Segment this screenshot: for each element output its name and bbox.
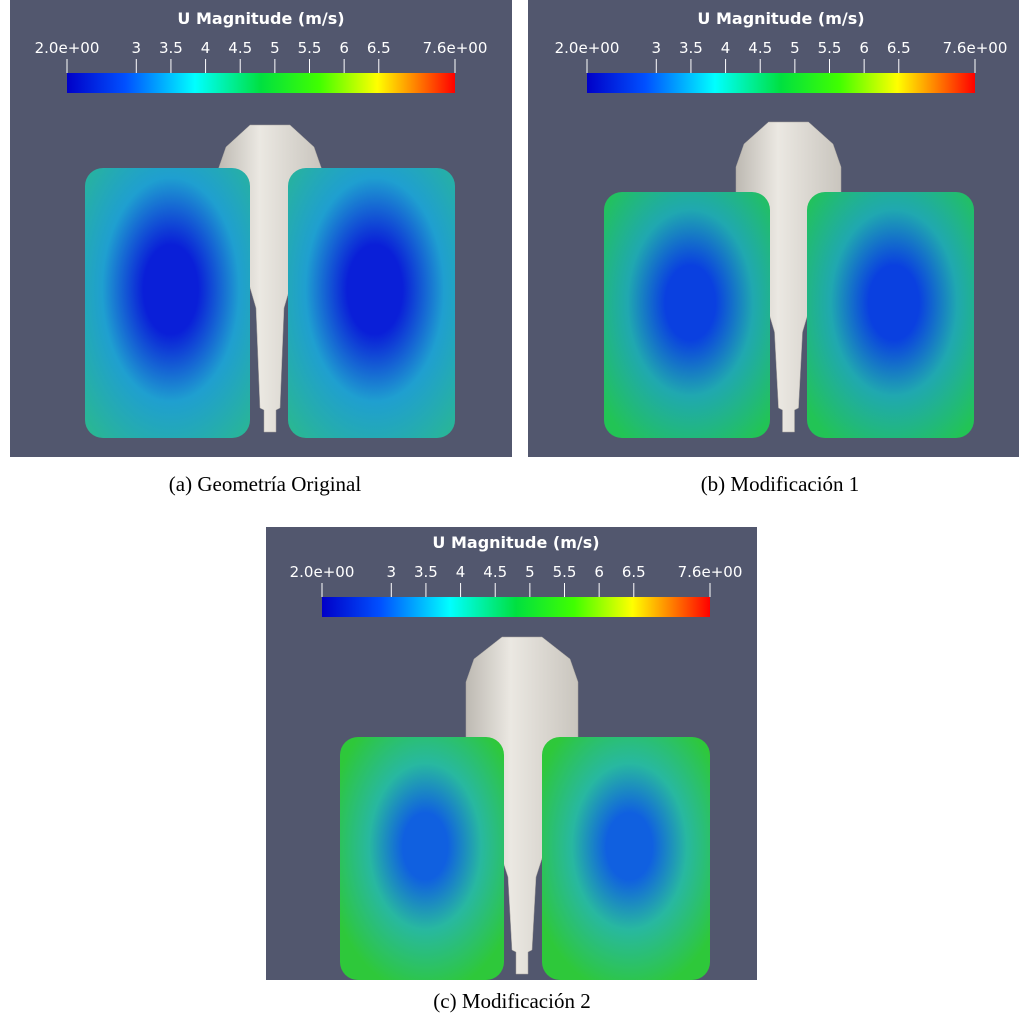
flow-region (340, 737, 504, 980)
panel: U Magnitude (m/s) 2.0e+00 3 3.5 4 4.5 5 5.5 6 6.5… (528, 0, 1019, 457)
colorbar-tick-label: 6 (859, 39, 869, 57)
colorbar-tick-label: 2.0e+00 (555, 39, 620, 57)
colorbar-tick-label: 6.5 (887, 39, 911, 57)
colorbar-tick-label: 5.5 (298, 39, 322, 57)
flow-region (288, 168, 455, 438)
colorbar-tick-label: 5.5 (818, 39, 842, 57)
caption: (b) Modificación 1 (701, 472, 860, 496)
panel: U Magnitude (m/s) 2.0e+00 3 3.5 4 4.5 5 5.5 6 6.5… (10, 0, 512, 457)
colorbar-tick-label: 4 (201, 39, 211, 57)
colorbar-tick-label: 3.5 (679, 39, 703, 57)
caption: (c) Modificación 2 (433, 989, 590, 1013)
colorbar-tick-label: 4 (721, 39, 731, 57)
colorbar-tick-label: 6 (339, 39, 349, 57)
colorbar-tick-label: 4.5 (748, 39, 772, 57)
flow-region (604, 192, 770, 438)
colorbar-tick-label: 2.0e+00 (290, 563, 355, 581)
colorbar-tick-label: 5 (790, 39, 800, 57)
figure: U Magnitude (m/s) 2.0e+00 3 3.5 4 4.5 5 5.5 6 6.5… (0, 0, 1023, 1021)
colorbar-tick-label: 6.5 (367, 39, 391, 57)
colorbar-tick-label: 4 (456, 563, 466, 581)
colorbar-tick-label: 7.6e+00 (678, 563, 743, 581)
colorbar-tick-label: 5 (270, 39, 280, 57)
colorbar-tick-label: 5.5 (553, 563, 577, 581)
colorbar-tick-label: 6.5 (622, 563, 646, 581)
colorbar-tick-label: 3.5 (414, 563, 438, 581)
colorbar-tick-label: 6 (594, 563, 604, 581)
colorbar (67, 73, 455, 93)
colorbar-tick-label: 7.6e+00 (423, 39, 488, 57)
flow-region (542, 737, 710, 980)
caption: (a) Geometría Original (169, 472, 362, 496)
colorbar-title: U Magnitude (m/s) (432, 533, 599, 552)
colorbar-tick-label: 3 (387, 563, 397, 581)
colorbar-tick-label: 7.6e+00 (943, 39, 1008, 57)
colorbar-tick-label: 4.5 (228, 39, 252, 57)
colorbar-tick-label: 4.5 (483, 563, 507, 581)
colorbar-title: U Magnitude (m/s) (177, 9, 344, 28)
colorbar-tick-label: 5 (525, 563, 535, 581)
colorbar-tick-label: 3 (132, 39, 142, 57)
colorbar-tick-label: 3 (652, 39, 662, 57)
panel: U Magnitude (m/s) 2.0e+00 3 3.5 4 4.5 5 5.5 6 6.5… (266, 527, 757, 980)
colorbar (587, 73, 975, 93)
colorbar-tick-label: 2.0e+00 (35, 39, 100, 57)
colorbar-title: U Magnitude (m/s) (697, 9, 864, 28)
flow-region (807, 192, 974, 438)
flow-region (85, 168, 250, 438)
colorbar-tick-label: 3.5 (159, 39, 183, 57)
colorbar (322, 597, 710, 617)
